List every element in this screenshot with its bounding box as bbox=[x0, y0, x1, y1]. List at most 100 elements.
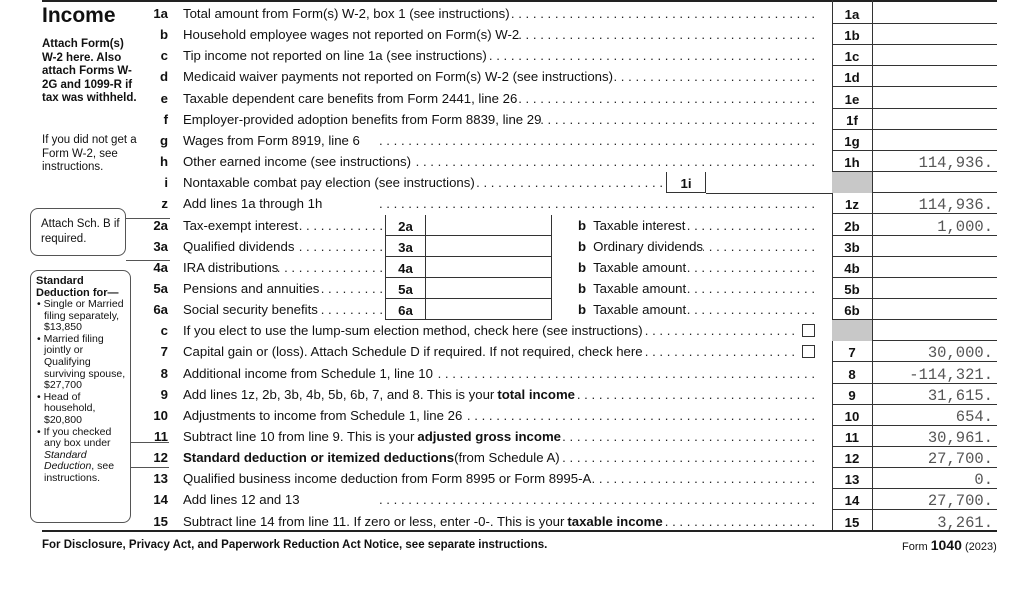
line-box-label: 1c bbox=[832, 45, 872, 67]
form-line: 4a IRA distributions . . . . . . . . . . … bbox=[140, 256, 997, 278]
line-b-description: b Taxable amount . . . . . . . . . . . . … bbox=[578, 281, 815, 296]
line-text: Social security benefits bbox=[183, 302, 318, 318]
line-box-label: 3b bbox=[832, 236, 872, 257]
line-text-bold: Standard deduction or itemized deduction… bbox=[183, 450, 455, 466]
amount-field[interactable] bbox=[872, 109, 997, 130]
amount-field[interactable]: 27,700. bbox=[872, 447, 997, 469]
line-b-text: Taxable amount bbox=[593, 302, 687, 318]
amount-field[interactable]: 3,261. bbox=[872, 511, 997, 532]
leader-dots: . . . . . . . . . . . . . . . . . . . . … bbox=[278, 259, 383, 275]
amount-field[interactable]: 114,936. bbox=[872, 151, 997, 173]
leader-dots: . . . . . . . . . . . . . . . . . . . . … bbox=[318, 302, 383, 318]
amount-field[interactable]: 31,615. bbox=[872, 384, 997, 405]
line-number: 6a bbox=[153, 302, 168, 318]
amount-field[interactable]: -114,321. bbox=[872, 363, 997, 384]
form-line: c If you elect to use the lump-sum electi… bbox=[140, 320, 997, 342]
amount-field[interactable] bbox=[872, 24, 997, 46]
leader-dots: . . . . . . . . . . . . . . . . . . . . … bbox=[541, 111, 815, 127]
sub-line-amount-field[interactable] bbox=[425, 256, 552, 278]
line-number: 3a bbox=[153, 238, 168, 254]
amount-field[interactable] bbox=[872, 299, 997, 321]
amount-field[interactable] bbox=[872, 278, 997, 299]
line-text: Qualified business income deduction from… bbox=[183, 471, 592, 487]
amount-field[interactable]: 654. bbox=[872, 405, 997, 426]
line-b-description: b Ordinary dividends . . . . . . . . . . … bbox=[578, 239, 815, 254]
leader-dots: . . . . . . . . . . . . . . . . . . . . … bbox=[591, 471, 815, 487]
std-item-italic: Standard Deduction bbox=[44, 448, 92, 473]
line-number: i bbox=[164, 175, 168, 191]
line-number: 12 bbox=[153, 450, 168, 466]
combat-pay-label: 1i bbox=[666, 172, 706, 194]
amount-field[interactable]: 0. bbox=[872, 468, 997, 490]
line-text: Total amount from Form(s) W-2, box 1 (se… bbox=[183, 6, 510, 21]
form-line: 15 Subtract line 14 from line 11. If zero… bbox=[140, 511, 997, 532]
sub-line-amount-field[interactable] bbox=[425, 299, 552, 321]
amount-field[interactable] bbox=[872, 66, 997, 88]
form-line: 3a Qualified dividends . . . . . . . . . … bbox=[140, 235, 997, 257]
line-box-label: 1d bbox=[832, 66, 872, 88]
amount-field[interactable] bbox=[872, 236, 997, 257]
sub-line-amount-field[interactable] bbox=[425, 235, 552, 257]
checkbox[interactable] bbox=[802, 324, 815, 338]
sub-line-amount-field[interactable] bbox=[425, 277, 552, 299]
amount-field[interactable] bbox=[872, 172, 997, 194]
line-box-label: 13 bbox=[832, 468, 872, 490]
top-rule bbox=[42, 0, 997, 2]
line-box-label: 10 bbox=[832, 405, 872, 426]
line-number: 4a bbox=[153, 259, 168, 275]
form-line: h Other earned income (see instructions) … bbox=[140, 151, 997, 173]
leader-dots: . . . . . . . . . . . . . . . . . . . . … bbox=[319, 280, 383, 296]
leader-dots: . . . . . . . . . . . . . . . . . . . . … bbox=[643, 344, 795, 360]
line-number: 11 bbox=[154, 429, 168, 444]
line-description: Subtract line 10 from line 9. This is yo… bbox=[183, 429, 815, 444]
amount-field[interactable]: 1,000. bbox=[872, 215, 997, 236]
connector-line bbox=[131, 442, 169, 443]
line-description: Total amount from Form(s) W-2, box 1 (se… bbox=[183, 6, 815, 21]
amount-field[interactable] bbox=[872, 3, 997, 24]
line-number: h bbox=[159, 154, 168, 170]
amount-field[interactable]: 114,936. bbox=[872, 193, 997, 215]
sub-line-amount-field[interactable] bbox=[425, 214, 552, 236]
no-w2-note: If you did not get a Form W-2, see instr… bbox=[42, 134, 137, 173]
leader-dots: . . . . . . . . . . . . . . . . . . . . … bbox=[686, 302, 815, 318]
amount-field[interactable] bbox=[872, 257, 997, 278]
line-box-label bbox=[832, 172, 872, 194]
line-text: Add lines 12 and 13 bbox=[183, 492, 300, 508]
line-box-label: 14 bbox=[832, 489, 872, 511]
connector-line bbox=[126, 260, 170, 261]
line-text: Capital gain or (loss). Attach Schedule … bbox=[183, 344, 643, 360]
amount-field[interactable] bbox=[872, 320, 997, 342]
line-b-text: Taxable amount bbox=[593, 280, 687, 296]
amount-field[interactable]: 30,961. bbox=[872, 426, 997, 447]
std-item-text: , see instructions. bbox=[44, 460, 115, 484]
amount-field[interactable] bbox=[872, 130, 997, 151]
amount-field[interactable] bbox=[872, 45, 997, 67]
line-text: Subtract line 14 from line 11. If zero o… bbox=[183, 513, 565, 529]
line-box-label: 7 bbox=[832, 341, 872, 363]
leader-dots: . . . . . . . . . . . . . . . . . . . . … bbox=[703, 238, 815, 254]
line-box-label: 1b bbox=[832, 24, 872, 46]
line-description: Adjustments to income from Schedule 1, l… bbox=[183, 408, 815, 423]
line-text: Employer-provided adoption benefits from… bbox=[183, 111, 542, 127]
line-description: Add lines 1z, 2b, 3b, 4b, 5b, 6b, 7, and… bbox=[183, 387, 815, 402]
line-description: Employer-provided adoption benefits from… bbox=[183, 112, 815, 127]
leader-dots: . . . . . . . . . . . . . . . . . . . . … bbox=[643, 323, 795, 339]
checkbox[interactable] bbox=[802, 345, 815, 359]
amount-field[interactable] bbox=[872, 88, 997, 109]
line-text: (from Schedule A) bbox=[454, 450, 560, 466]
form-line: 12 Standard deduction or itemized deducti… bbox=[140, 447, 997, 469]
leader-dots: . . . . . . . . . . . . . . . . . . . . … bbox=[475, 175, 663, 191]
line-text-bold: adjusted gross income bbox=[417, 429, 562, 444]
line-b-description: b Taxable amount . . . . . . . . . . . . … bbox=[578, 260, 815, 275]
line-description: Social security benefits . . . . . . . .… bbox=[183, 302, 383, 317]
std-item: • Head of household, $20,800 bbox=[37, 390, 96, 426]
line-text: Nontaxable combat pay election (see inst… bbox=[183, 175, 475, 191]
form-line: f Employer-provided adoption benefits fro… bbox=[140, 109, 997, 130]
amount-field[interactable]: 30,000. bbox=[872, 341, 997, 363]
leader-dots: . . . . . . . . . . . . . . . . . . . . … bbox=[378, 492, 815, 508]
line-b-text: Ordinary dividends bbox=[593, 238, 704, 254]
amount-field[interactable]: 27,700. bbox=[872, 489, 997, 511]
line-b-letter: b bbox=[578, 280, 587, 296]
combat-pay-field[interactable] bbox=[706, 172, 832, 195]
line-number: c bbox=[160, 48, 168, 64]
